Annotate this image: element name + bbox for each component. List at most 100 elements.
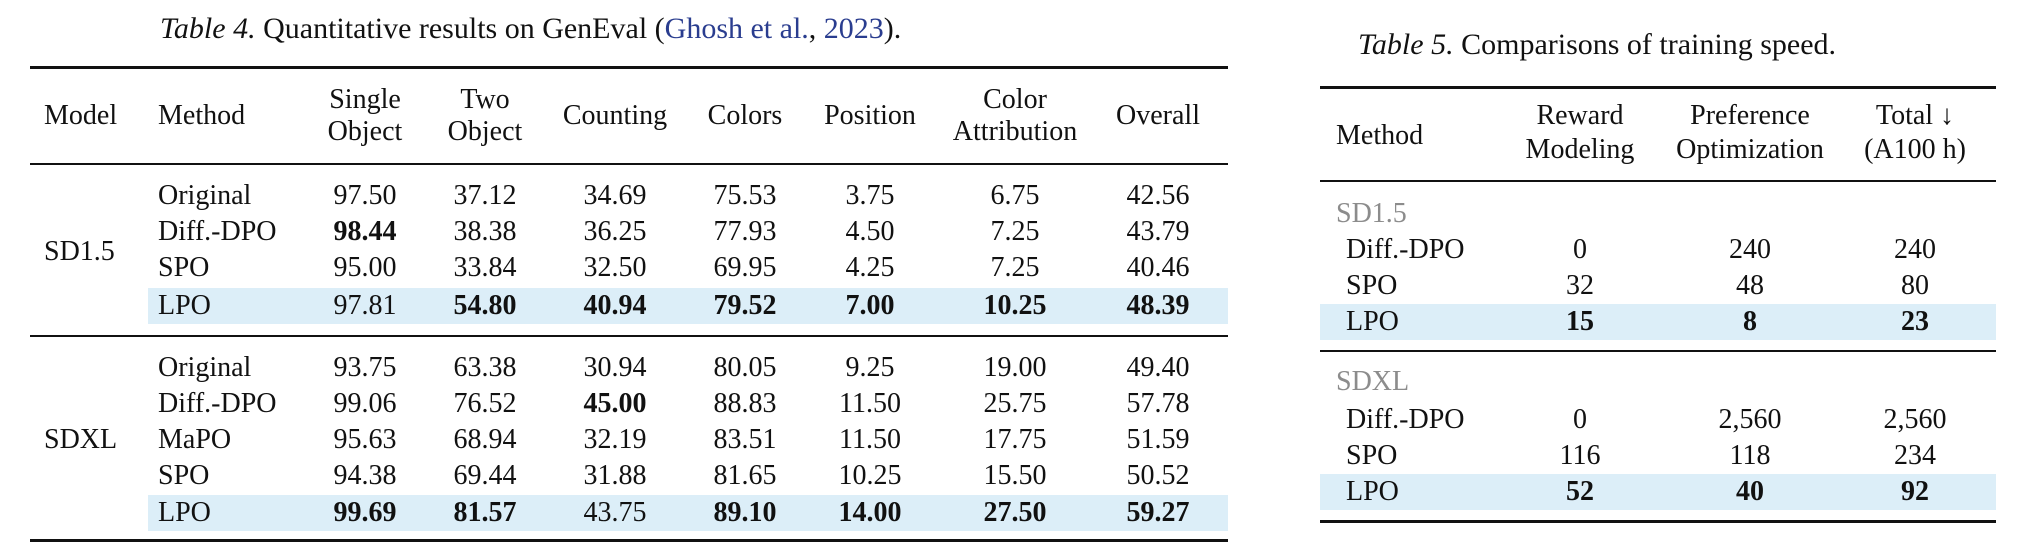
color-attribution-cell: 15.50 [983, 460, 1047, 491]
two-object-cell: 37.12 [453, 180, 517, 211]
table5-sd15-lpo-highlight [1320, 304, 1996, 340]
table5-top-rule [1320, 86, 1996, 89]
method-cell: Original [158, 352, 252, 383]
two-object-cell: 76.52 [453, 388, 517, 419]
table4-cite-author[interactable]: Ghosh et al. [664, 12, 809, 45]
table4-caption-end: ). [883, 12, 902, 45]
total-cell: 234 [1894, 440, 1936, 471]
total-cell: 92 [1901, 476, 1929, 507]
counting-cell: 34.69 [583, 180, 647, 211]
table4-sd15-lpo-highlight [148, 288, 1228, 324]
table4-header-position: Position [824, 100, 916, 131]
overall-cell: 42.56 [1126, 180, 1190, 211]
colors-cell: 81.65 [713, 460, 777, 491]
position-cell: 4.25 [845, 252, 895, 283]
table5-header-pref-1: Preference [1690, 100, 1810, 131]
colors-cell: 80.05 [713, 352, 777, 383]
table5-header-reward-1: Reward [1536, 100, 1624, 131]
counting-cell: 36.25 [583, 216, 647, 247]
position-cell: 11.50 [839, 424, 901, 455]
two-object-cell: 54.80 [453, 290, 517, 321]
overall-cell: 51.59 [1126, 424, 1190, 455]
counting-cell: 45.00 [583, 388, 647, 419]
method-cell: Diff.-DPO [158, 216, 277, 247]
method-cell: Original [158, 180, 252, 211]
table5-header-method: Method [1336, 120, 1424, 151]
table4-label: Table 4. [160, 12, 256, 45]
position-cell: 3.75 [845, 180, 895, 211]
preference-optimization-cell: 40 [1736, 476, 1764, 507]
method-cell: SPO [1346, 270, 1398, 301]
table5-header-total-1: Total ↓ [1875, 100, 1955, 131]
counting-cell: 30.94 [583, 352, 647, 383]
table4-cite-year[interactable]: 2023 [823, 12, 884, 45]
table4-cite-sep: , [808, 12, 824, 45]
table4-model-sd15: SD1.5 [44, 236, 115, 267]
two-object-cell: 63.38 [453, 352, 517, 383]
color-attribution-cell: 25.75 [983, 388, 1047, 419]
table4-header-single-2: Object [327, 116, 403, 147]
position-cell: 11.50 [839, 388, 901, 419]
counting-cell: 40.94 [583, 290, 647, 321]
single-object-cell: 99.06 [333, 388, 397, 419]
colors-cell: 79.52 [713, 290, 777, 321]
single-object-cell: 99.69 [333, 497, 397, 528]
table5-group-sd15: SD1.5 [1336, 198, 1407, 229]
table5-group-sdxl: SDXL [1336, 366, 1410, 397]
color-attribution-cell: 17.75 [983, 424, 1047, 455]
single-object-cell: 98.44 [333, 216, 397, 247]
table4-header-color-attr-2: Attribution [952, 116, 1078, 147]
table4-caption: Table 4. Quantitative results on GenEval… [160, 12, 901, 46]
single-object-cell: 93.75 [333, 352, 397, 383]
table4-header-model: Model [44, 100, 118, 131]
method-cell: SPO [158, 460, 210, 491]
table5-header-total-2: (A100 h) [1864, 134, 1966, 165]
table4-group-rule [30, 335, 1228, 337]
overall-cell: 43.79 [1126, 216, 1190, 247]
table4-header-two-1: Two [460, 84, 510, 115]
table4-top-rule [30, 66, 1228, 69]
total-cell: 80 [1901, 270, 1929, 301]
color-attribution-cell: 19.00 [983, 352, 1047, 383]
reward-modeling-cell: 0 [1573, 404, 1587, 435]
single-object-cell: 95.63 [333, 424, 397, 455]
table4-header-counting: Counting [562, 100, 668, 131]
method-cell: LPO [158, 497, 211, 528]
method-cell: Diff.-DPO [1346, 234, 1465, 265]
counting-cell: 31.88 [583, 460, 647, 491]
method-cell: SPO [158, 252, 210, 283]
position-cell: 4.50 [845, 216, 895, 247]
method-cell: Diff.-DPO [158, 388, 277, 419]
table4-bottom-rule [30, 539, 1228, 542]
color-attribution-cell: 10.25 [983, 290, 1047, 321]
method-cell: SPO [1346, 440, 1398, 471]
table5-header-pref-2: Optimization [1676, 134, 1824, 165]
overall-cell: 50.52 [1126, 460, 1190, 491]
color-attribution-cell: 27.50 [983, 497, 1047, 528]
single-object-cell: 94.38 [333, 460, 397, 491]
two-object-cell: 81.57 [453, 497, 517, 528]
color-attribution-cell: 7.25 [990, 216, 1040, 247]
single-object-cell: 95.00 [333, 252, 397, 283]
total-cell: 2,560 [1883, 404, 1947, 435]
method-cell: MaPO [158, 424, 232, 455]
reward-modeling-cell: 52 [1566, 476, 1594, 507]
total-cell: 23 [1901, 306, 1929, 337]
table4-header-colors: Colors [707, 100, 783, 131]
two-object-cell: 33.84 [453, 252, 517, 283]
preference-optimization-cell: 2,560 [1718, 404, 1782, 435]
reward-modeling-cell: 15 [1566, 306, 1594, 337]
colors-cell: 83.51 [713, 424, 777, 455]
table4-header-method: Method [158, 100, 246, 131]
counting-cell: 32.19 [583, 424, 647, 455]
colors-cell: 89.10 [713, 497, 777, 528]
table5-label: Table 5. [1358, 28, 1454, 61]
counting-cell: 43.75 [583, 497, 647, 528]
table4-caption-text: Quantitative results on GenEval ( [263, 12, 665, 45]
two-object-cell: 68.94 [453, 424, 517, 455]
position-cell: 10.25 [838, 460, 902, 491]
preference-optimization-cell: 48 [1736, 270, 1764, 301]
overall-cell: 48.39 [1126, 290, 1190, 321]
preference-optimization-cell: 118 [1729, 440, 1771, 471]
position-cell: 14.00 [838, 497, 902, 528]
